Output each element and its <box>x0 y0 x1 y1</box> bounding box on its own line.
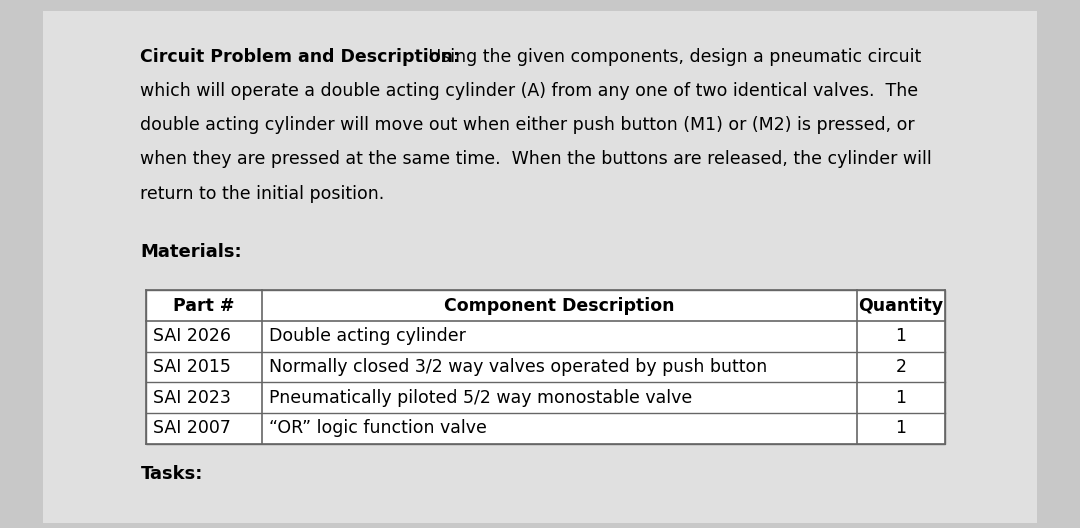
Text: 1: 1 <box>895 327 906 345</box>
Text: SAI 2026: SAI 2026 <box>153 327 231 345</box>
Text: which will operate a double acting cylinder (A) from any one of two identical va: which will operate a double acting cylin… <box>140 82 918 100</box>
FancyBboxPatch shape <box>146 290 945 444</box>
Text: Materials:: Materials: <box>140 243 242 261</box>
Text: Part #: Part # <box>173 297 234 315</box>
Text: Normally closed 3/2 way valves operated by push button: Normally closed 3/2 way valves operated … <box>269 358 768 376</box>
FancyBboxPatch shape <box>43 11 1037 523</box>
Text: “OR” logic function valve: “OR” logic function valve <box>269 419 487 437</box>
Text: return to the initial position.: return to the initial position. <box>140 185 384 203</box>
Text: when they are pressed at the same time.  When the buttons are released, the cyli: when they are pressed at the same time. … <box>140 150 932 168</box>
Text: Double acting cylinder: Double acting cylinder <box>269 327 467 345</box>
Text: Component Description: Component Description <box>444 297 675 315</box>
Text: SAI 2007: SAI 2007 <box>153 419 231 437</box>
Text: Circuit Problem and Description:: Circuit Problem and Description: <box>140 48 460 65</box>
Text: SAI 2023: SAI 2023 <box>153 389 231 407</box>
Text: SAI 2015: SAI 2015 <box>153 358 231 376</box>
Text: double acting cylinder will move out when either push button (M1) or (M2) is pre: double acting cylinder will move out whe… <box>140 116 915 134</box>
Text: 1: 1 <box>895 389 906 407</box>
Text: 1: 1 <box>895 419 906 437</box>
Text: Using the given components, design a pneumatic circuit: Using the given components, design a pne… <box>423 48 921 65</box>
Text: Pneumatically piloted 5/2 way monostable valve: Pneumatically piloted 5/2 way monostable… <box>269 389 692 407</box>
Text: Quantity: Quantity <box>859 297 944 315</box>
Text: Tasks:: Tasks: <box>140 465 203 483</box>
Text: 2: 2 <box>895 358 906 376</box>
